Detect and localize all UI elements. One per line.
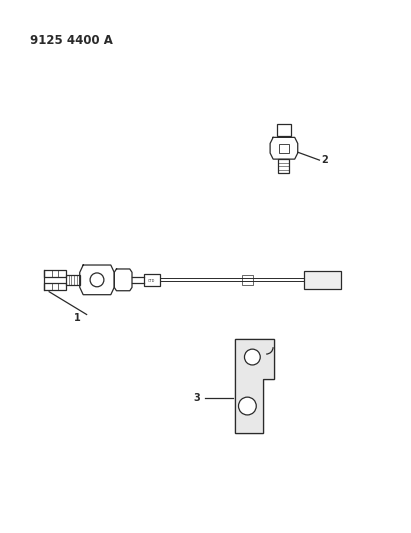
- Circle shape: [245, 349, 260, 365]
- Bar: [44, 270, 66, 277]
- Bar: [304, 271, 341, 289]
- Polygon shape: [235, 339, 274, 433]
- Bar: [235, 339, 274, 379]
- Text: 1: 1: [74, 313, 81, 324]
- Bar: [144, 274, 159, 286]
- Bar: [277, 125, 291, 136]
- Bar: [242, 275, 253, 285]
- Bar: [66, 275, 80, 285]
- Bar: [44, 283, 66, 290]
- Bar: [235, 379, 263, 433]
- Text: CTD: CTD: [148, 279, 155, 283]
- Text: 2: 2: [321, 155, 328, 165]
- Circle shape: [238, 397, 256, 415]
- Bar: [279, 144, 289, 152]
- Text: 9125 4400 A: 9125 4400 A: [30, 35, 113, 47]
- Bar: [279, 159, 289, 173]
- Text: 3: 3: [193, 393, 200, 403]
